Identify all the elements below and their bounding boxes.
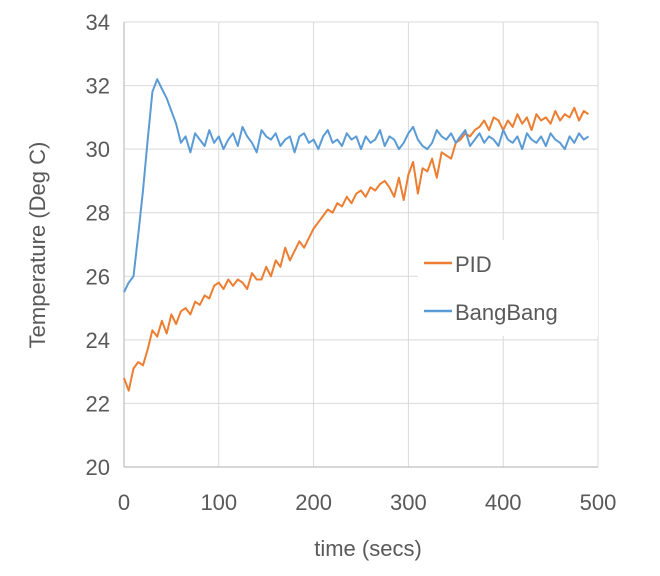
legend: PID BangBang xyxy=(418,240,598,336)
legend-label-bangbang: BangBang xyxy=(455,300,558,325)
y-tick-labels: 20 22 24 26 28 30 32 34 xyxy=(86,10,110,480)
series-line-bangbang xyxy=(123,78,590,293)
x-axis-label: time (secs) xyxy=(314,536,422,561)
x-tick-labels: 0 100 200 300 400 500 xyxy=(118,490,616,515)
y-tick-label: 20 xyxy=(86,455,110,480)
y-tick-label: 34 xyxy=(86,10,110,35)
y-axis-label: Temperature (Deg C) xyxy=(25,142,50,349)
x-tick-label: 200 xyxy=(295,490,332,515)
series-lines xyxy=(123,78,590,392)
x-tick-label: 400 xyxy=(485,490,522,515)
y-tick-label: 30 xyxy=(86,137,110,162)
y-tick-label: 22 xyxy=(86,391,110,416)
legend-background xyxy=(418,240,598,336)
legend-label-pid: PID xyxy=(455,252,492,277)
x-tick-label: 100 xyxy=(200,490,237,515)
series-line-pid xyxy=(123,106,590,392)
x-tick-label: 300 xyxy=(390,490,427,515)
y-tick-label: 28 xyxy=(86,201,110,226)
x-tick-label: 500 xyxy=(580,490,617,515)
x-tick-label: 0 xyxy=(118,490,130,515)
y-tick-label: 24 xyxy=(86,328,110,353)
y-tick-label: 32 xyxy=(86,74,110,99)
y-tick-label: 26 xyxy=(86,264,110,289)
